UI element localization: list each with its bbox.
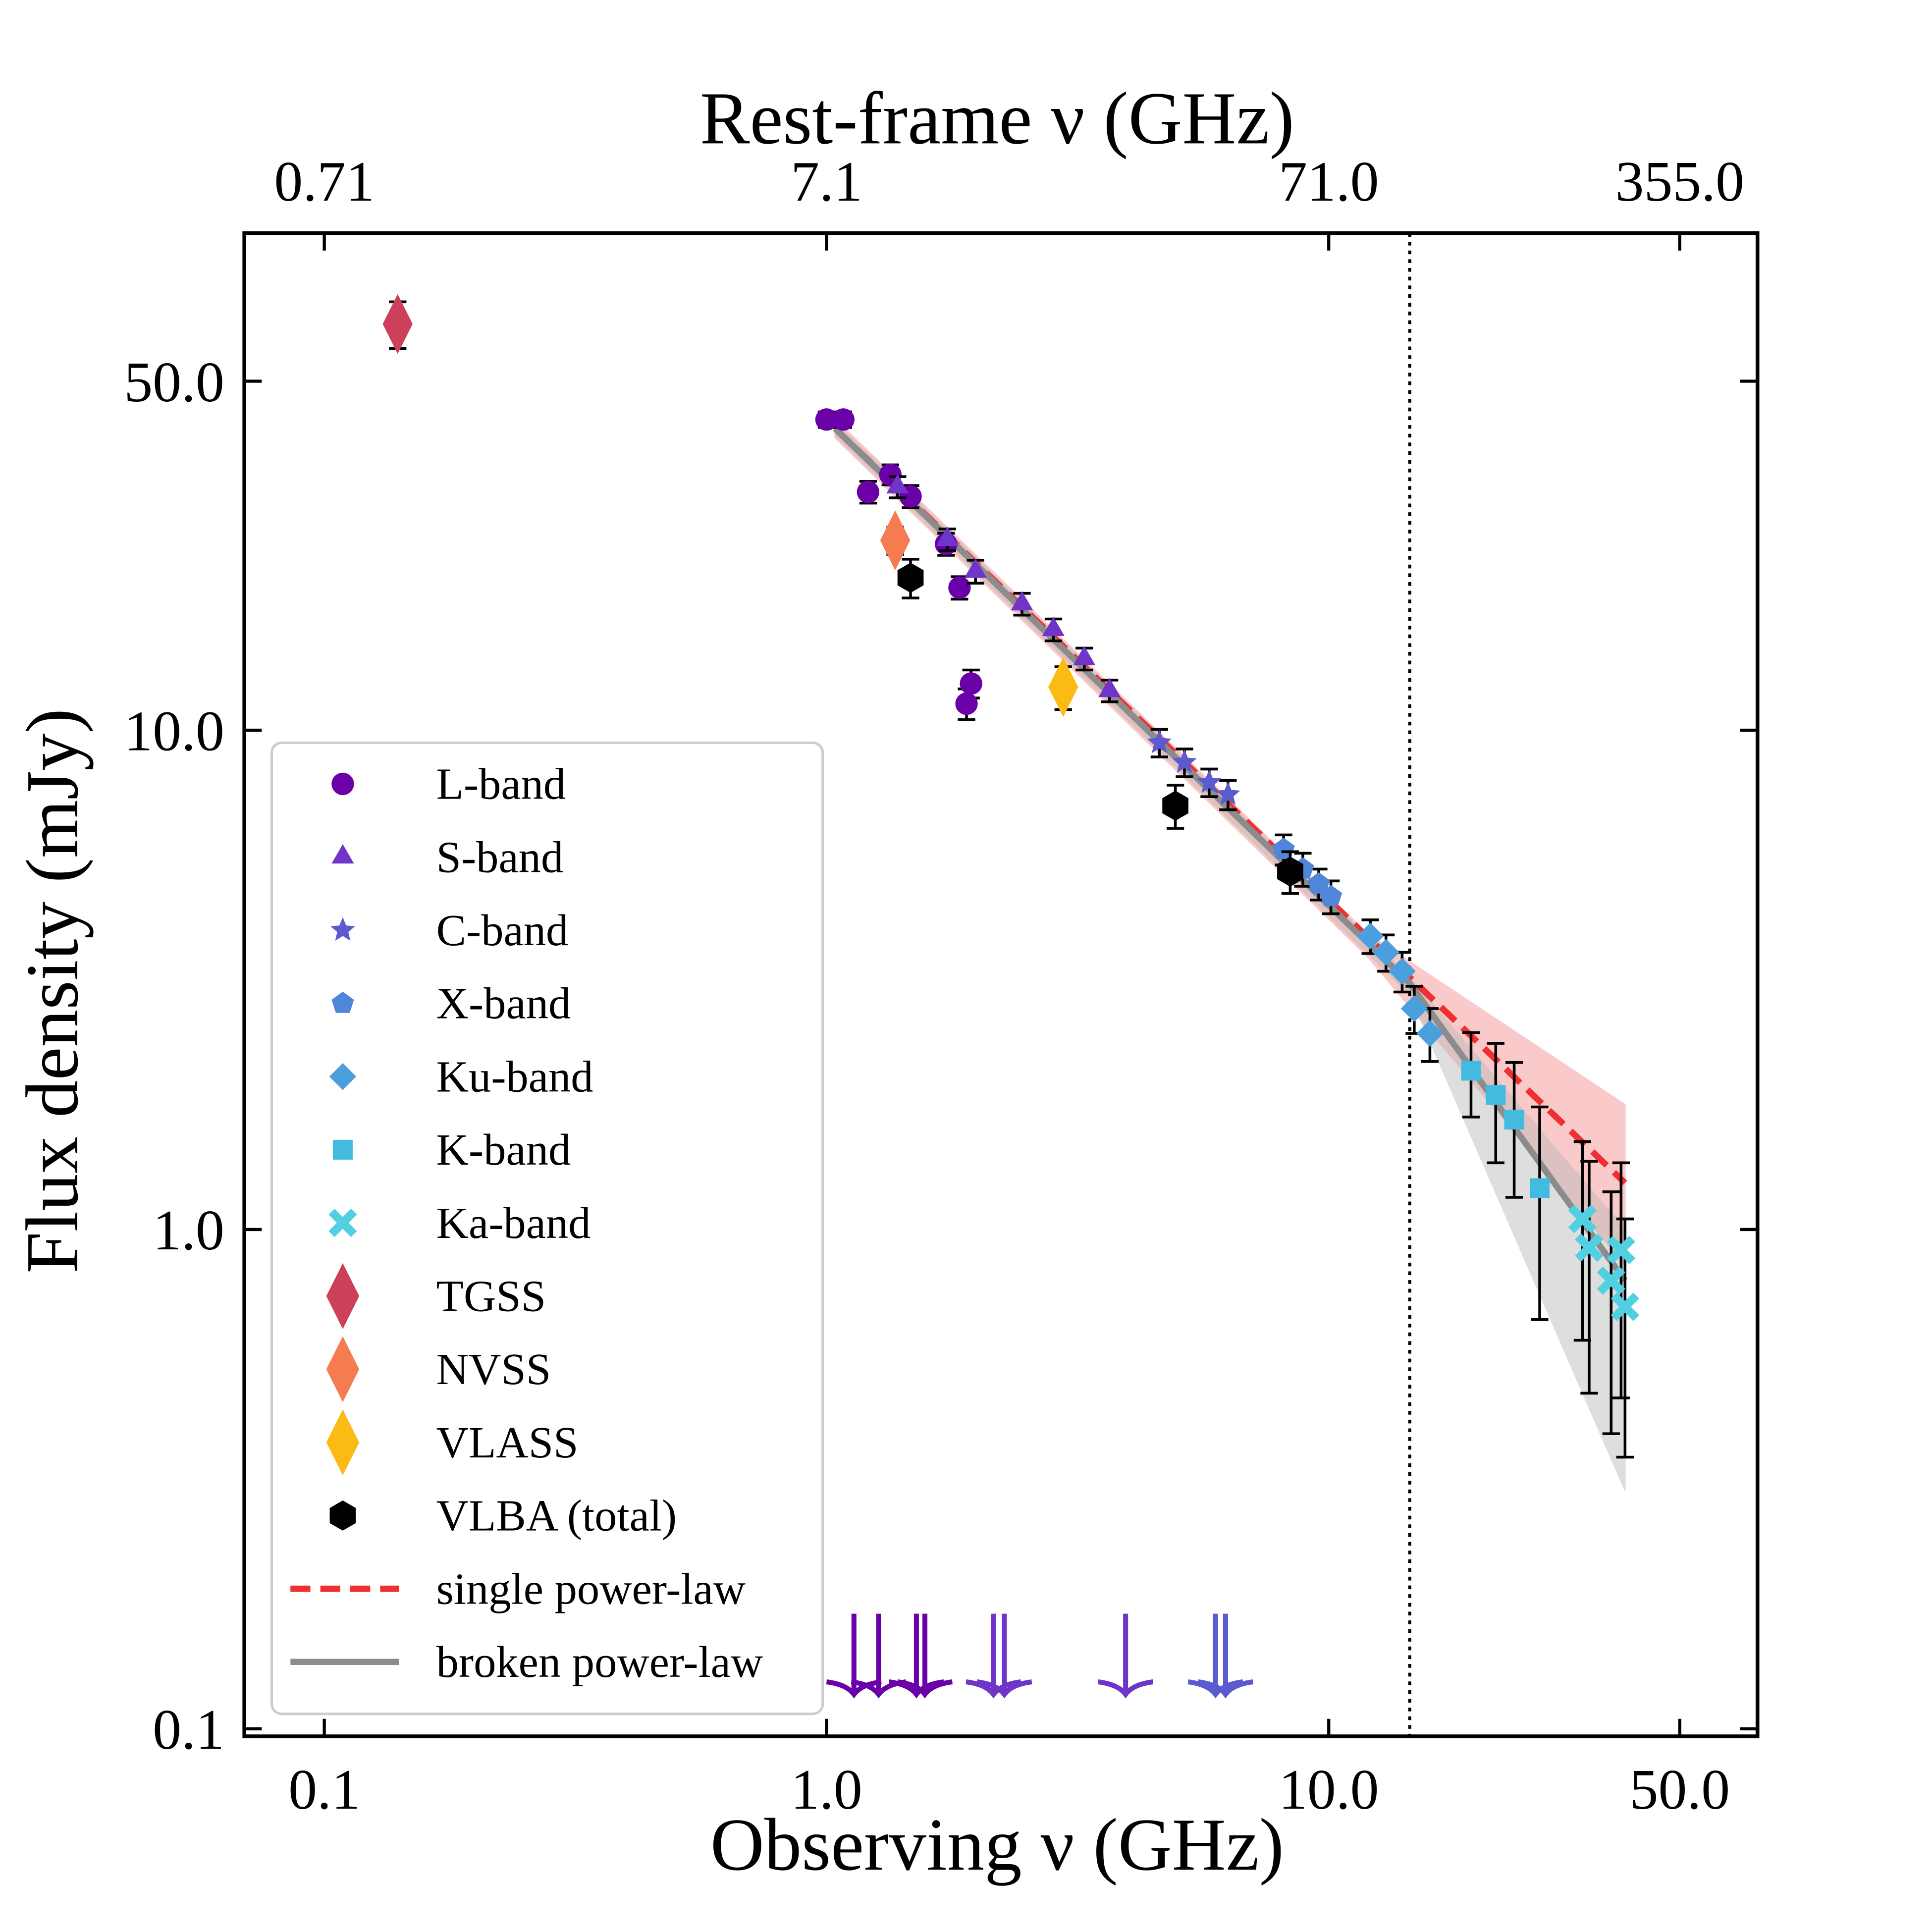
- legend-marker: [332, 1139, 353, 1160]
- legend-label: Ka-band: [436, 1198, 591, 1248]
- data-point: [1172, 749, 1197, 773]
- data-point: [1216, 782, 1240, 805]
- data-point: [936, 526, 959, 546]
- data-point: [1530, 1178, 1550, 1198]
- data-point: [857, 481, 880, 503]
- upper-limit-arrow: [976, 1613, 1032, 1699]
- data-point: [1568, 1204, 1597, 1234]
- y-tick-label: 50.0: [124, 351, 224, 414]
- legend-label: TGSS: [436, 1271, 546, 1321]
- legend-label: VLASS: [436, 1417, 579, 1467]
- legend-box: [270, 741, 824, 1716]
- data-point: [1504, 1110, 1524, 1130]
- y-tick-label: 10.0: [124, 699, 224, 763]
- x2-axis-label: Rest-frame ν (GHz): [700, 76, 1294, 160]
- legend-marker: [326, 1409, 360, 1476]
- data-point: [1162, 790, 1189, 821]
- upper-limit-arrow: [1098, 1613, 1154, 1699]
- plot-frame: [242, 231, 1760, 1738]
- data-point: [1277, 856, 1303, 887]
- legend-marker: [331, 772, 354, 796]
- x2-tick-label: 355.0: [1615, 150, 1744, 214]
- data-point: [815, 408, 838, 431]
- x-tick-label: 50.0: [1630, 1758, 1730, 1822]
- data-point: [1011, 591, 1033, 611]
- data-point: [948, 576, 971, 599]
- data-point: [964, 558, 987, 578]
- legend-label: Ku-band: [436, 1051, 593, 1101]
- x2-tick-label: 7.1: [791, 150, 862, 214]
- legend-label: broken power-law: [436, 1637, 763, 1687]
- data-point: [1461, 1061, 1481, 1081]
- error-bar: [1612, 1161, 1630, 1399]
- error-bar: [1505, 1061, 1523, 1199]
- legend-marker: [329, 1500, 356, 1531]
- data-point: [1098, 678, 1121, 698]
- error-bar: [1531, 1105, 1549, 1321]
- data-point: [1575, 1233, 1604, 1262]
- data-point: [1486, 1085, 1506, 1105]
- data-point: [955, 692, 978, 715]
- data-point: [1197, 769, 1222, 793]
- x-axis-label: Observing ν (GHz): [710, 1803, 1284, 1886]
- data-point: [960, 672, 982, 695]
- data-point: [897, 562, 924, 593]
- legend-label: K-band: [436, 1125, 571, 1175]
- upper-limit-arrow: [897, 1613, 953, 1699]
- y-axis-label: Flux density (mJy): [10, 708, 94, 1274]
- legend-label: VLBA (total): [436, 1491, 677, 1541]
- legend-label: C-band: [436, 905, 569, 955]
- legend-label: single power-law: [436, 1563, 746, 1613]
- data-point: [1607, 1235, 1636, 1264]
- legend-marker: [328, 1208, 357, 1237]
- x-tick-label: 1.0: [791, 1758, 862, 1822]
- data-point: [1416, 1020, 1444, 1047]
- data-point: [1307, 872, 1330, 894]
- legend-label: X-band: [436, 978, 571, 1028]
- x2-tick-label: 71.0: [1279, 150, 1379, 214]
- x-tick-label: 10.0: [1279, 1758, 1379, 1822]
- legend-marker: [329, 1063, 357, 1090]
- y-tick-label: 0.1: [153, 1698, 224, 1762]
- error-bar: [1602, 1190, 1620, 1435]
- x-tick-label: 0.1: [288, 1758, 360, 1822]
- data-point: [1147, 730, 1172, 753]
- legend-label: NVSS: [436, 1344, 551, 1394]
- legend-marker: [331, 844, 354, 864]
- data-point: [1073, 645, 1096, 665]
- legend-label: L-band: [436, 759, 566, 809]
- data-point: [1042, 616, 1065, 637]
- legend-marker: [326, 1263, 360, 1329]
- data-point: [886, 474, 909, 494]
- fit-line: [833, 426, 1628, 1283]
- data-point: [1320, 885, 1342, 907]
- data-point: [880, 510, 911, 571]
- error-bar: [1580, 1160, 1598, 1395]
- upper-limit-arrow: [1197, 1613, 1253, 1699]
- legend-label: S-band: [436, 832, 564, 882]
- legend-marker: [326, 1336, 360, 1402]
- data-point: [832, 408, 855, 431]
- y-tick-label: 1.0: [153, 1199, 224, 1262]
- data-point: [1400, 995, 1428, 1022]
- x2-tick-label: 0.71: [274, 150, 375, 214]
- data-point: [1597, 1266, 1625, 1295]
- legend-marker: [331, 991, 354, 1013]
- legend-marker: [330, 917, 355, 941]
- data-point: [382, 294, 413, 354]
- data-point: [1610, 1292, 1640, 1321]
